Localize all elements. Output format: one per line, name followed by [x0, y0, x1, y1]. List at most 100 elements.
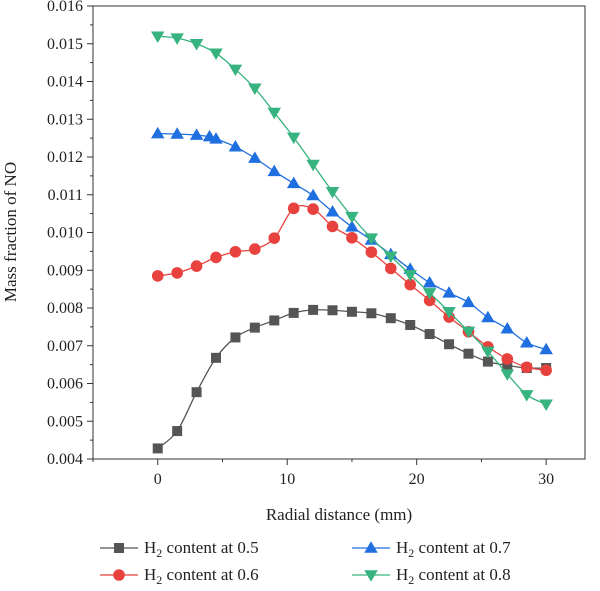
legend-label: H2 content at 0.5: [144, 538, 259, 560]
data-point: [327, 305, 338, 316]
data-point: [364, 541, 378, 553]
data-point: [190, 260, 203, 272]
data-point: [325, 186, 340, 199]
y-tick-label: 0.004: [47, 451, 83, 468]
data-point: [325, 204, 340, 217]
data-point: [385, 313, 396, 324]
data-point: [422, 288, 437, 300]
axis-ticks: 0.004 0.005 0.006 0.007 0.008 0.009 0.010 0.011…: [47, 0, 554, 488]
data-point: [345, 220, 359, 232]
data-point: [210, 251, 222, 264]
data-point: [384, 251, 398, 264]
data-point: [520, 361, 533, 374]
data-point: [461, 295, 476, 308]
data-point: [384, 262, 397, 275]
x-tick-label: 0: [154, 471, 162, 488]
data-point: [150, 31, 165, 43]
data-point: [364, 233, 379, 245]
data-point: [209, 48, 223, 60]
x-axis-label: Radial distance (mm): [266, 505, 412, 524]
data-point: [502, 360, 513, 371]
data-point: [287, 202, 300, 215]
data-point: [306, 159, 320, 172]
legend-label: H2 content at 0.6: [144, 565, 259, 587]
data-point: [365, 246, 378, 258]
data-point: [286, 132, 301, 145]
y-tick-label: 0.011: [48, 187, 83, 204]
y-tick-label: 0.013: [47, 111, 83, 128]
data-point: [422, 275, 437, 288]
data-point: [170, 127, 184, 139]
data-point: [249, 243, 261, 255]
data-point: [364, 570, 378, 582]
data-point: [189, 128, 204, 140]
data-point: [269, 315, 280, 326]
data-point: [286, 176, 301, 189]
data-point: [307, 203, 319, 215]
data-point: [346, 306, 357, 317]
legend-item-3: H2 content at 0.7: [352, 538, 511, 560]
series-layer: [150, 31, 553, 454]
data-point: [114, 543, 124, 553]
data-point: [539, 399, 553, 412]
data-point: [366, 308, 377, 319]
data-point: [228, 140, 243, 152]
data-point: [501, 353, 514, 365]
data-point: [150, 126, 165, 139]
data-point: [539, 342, 553, 355]
y-tick-label: 0.009: [47, 262, 83, 279]
x-tick-label: 30: [538, 471, 554, 488]
plot-area: [92, 5, 586, 460]
data-point: [229, 245, 242, 258]
y-tick-label: 0.006: [47, 376, 83, 393]
y-tick-label: 0.007: [47, 338, 83, 355]
legend-item-2: H2 content at 0.6: [100, 565, 259, 587]
data-point: [211, 352, 221, 363]
data-point: [171, 267, 183, 279]
series-2: [151, 202, 552, 377]
y-tick-label: 0.014: [47, 74, 83, 91]
y-axis-label: Mass fraction of NO: [1, 162, 20, 302]
data-point: [268, 232, 281, 244]
data-point: [306, 188, 320, 201]
data-point: [248, 151, 262, 163]
data-point: [308, 304, 319, 315]
legend-item-4: H2 content at 0.8: [352, 565, 511, 587]
data-point: [230, 332, 241, 343]
data-point: [519, 335, 534, 348]
data-point: [481, 310, 495, 323]
data-point: [249, 322, 260, 333]
y-tick-label: 0.005: [47, 413, 83, 430]
data-point: [151, 270, 164, 282]
data-point: [267, 164, 282, 177]
data-point: [345, 211, 359, 224]
data-point: [423, 294, 436, 307]
data-point: [405, 319, 416, 330]
legend-item-1: H2 content at 0.5: [100, 538, 259, 560]
data-point: [113, 569, 125, 581]
data-point: [540, 364, 552, 377]
data-point: [519, 390, 534, 402]
data-point: [267, 107, 282, 120]
legend-label: H2 content at 0.8: [396, 565, 511, 587]
data-point: [442, 286, 456, 298]
data-point: [288, 307, 299, 318]
data-point: [228, 64, 243, 77]
y-tick-label: 0.010: [47, 225, 83, 242]
y-tick-label: 0.008: [47, 300, 83, 317]
data-point: [424, 329, 435, 340]
series-4: [150, 31, 553, 412]
legend-label: H2 content at 0.7: [396, 538, 511, 560]
data-point: [481, 346, 495, 359]
y-tick-label: 0.015: [47, 36, 83, 53]
x-tick-label: 10: [279, 471, 295, 488]
x-tick-label: 20: [409, 471, 425, 488]
legend: H2 content at 0.5 H2 content at 0.6 H2 con…: [100, 538, 511, 587]
data-point: [172, 426, 183, 437]
data-point: [191, 387, 202, 398]
data-point: [404, 278, 417, 291]
data-point: [442, 307, 456, 319]
data-point: [500, 322, 515, 334]
data-point: [346, 231, 358, 244]
